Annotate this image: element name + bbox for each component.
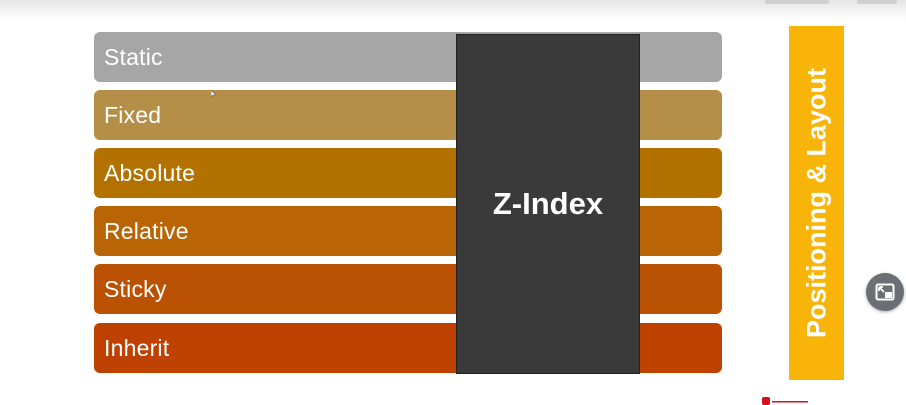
top-fade: [0, 0, 906, 22]
z-index-label: Z-Index: [492, 186, 604, 221]
z-index-box: Z-Index: [456, 34, 640, 374]
side-banner: Positioning & Layout: [789, 26, 844, 380]
picture-in-picture-exit-icon[interactable]: [866, 273, 904, 311]
top-ghost-text: [765, 0, 829, 4]
bar-label: Relative: [104, 217, 189, 244]
picture-in-picture-exit-icon-glyph: [875, 283, 895, 301]
bar-label: Sticky: [104, 275, 167, 302]
bar-label: Static: [104, 43, 163, 70]
bar-label: Absolute: [104, 159, 196, 186]
bar-label: Fixed: [104, 101, 162, 128]
bar-label: Inherit: [104, 334, 170, 361]
brand-logo-icon: [762, 397, 808, 405]
top-ghost-text: [857, 0, 897, 4]
side-banner-label: Positioning & Layout: [801, 68, 831, 338]
mouse-cursor-icon: [211, 90, 217, 98]
